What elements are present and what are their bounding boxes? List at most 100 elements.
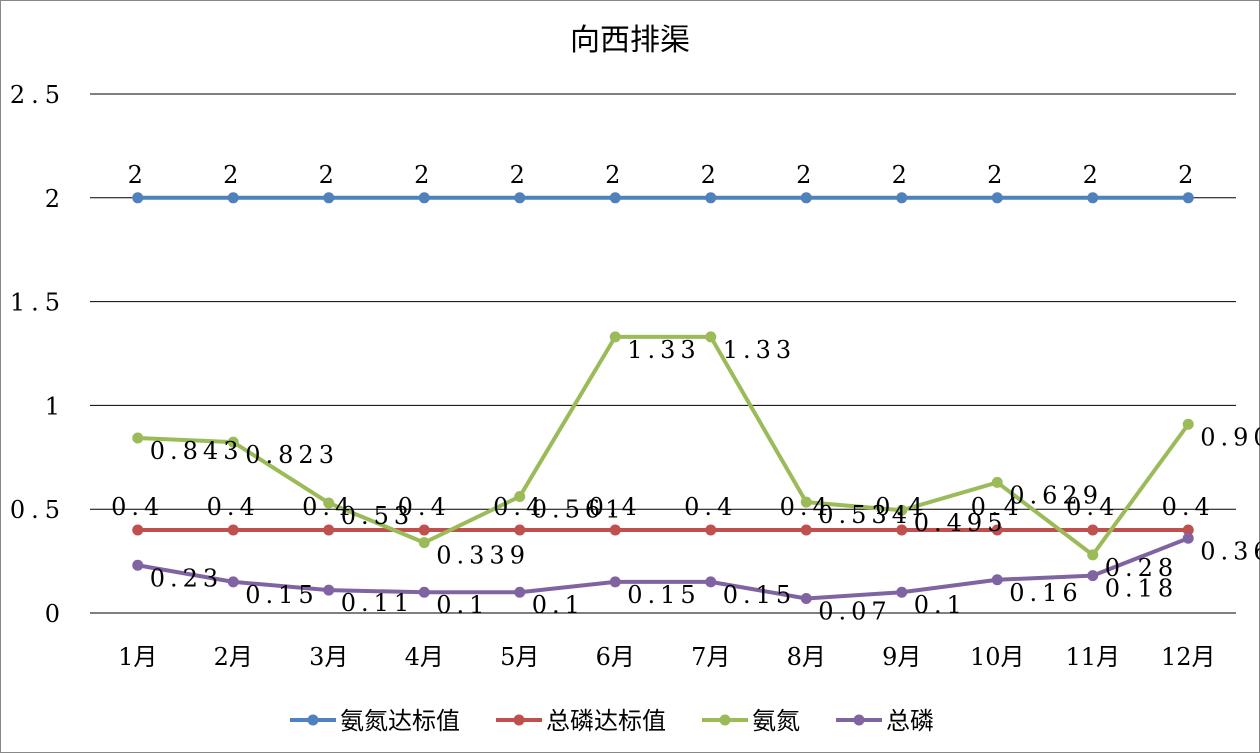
data-label: 0.4 bbox=[398, 493, 451, 521]
data-label: 0.15 bbox=[245, 581, 318, 609]
data-point bbox=[991, 476, 1003, 488]
y-tick-label: 2.5 bbox=[10, 81, 66, 109]
data-label: 0.561 bbox=[532, 496, 626, 524]
data-label: 0.1 bbox=[436, 591, 489, 619]
data-label: 2 bbox=[605, 161, 625, 189]
data-point bbox=[896, 192, 908, 204]
y-tick-label: 0 bbox=[45, 600, 66, 628]
legend-entry[interactable]: 氨氮达标值 bbox=[290, 707, 460, 735]
data-label: 0.23 bbox=[150, 564, 223, 592]
legend-entry[interactable]: 氨氮 bbox=[702, 707, 800, 735]
data-point bbox=[323, 584, 335, 596]
data-point bbox=[896, 504, 908, 516]
x-axis-ticks: 1月 2月 3月 4月 5月 6月 7月 8月 9月 10月 11月 12月 bbox=[118, 643, 1215, 671]
data-label: 2 bbox=[510, 161, 530, 189]
data-label: 0.53 bbox=[341, 502, 414, 530]
data-point bbox=[132, 524, 144, 536]
data-point bbox=[800, 592, 812, 604]
legend-entry[interactable]: 总磷达标值 bbox=[496, 707, 666, 735]
data-label: 0.1 bbox=[532, 591, 585, 619]
legend-label: 氨氮 bbox=[752, 707, 800, 735]
data-point bbox=[1087, 570, 1099, 582]
legend-marker bbox=[719, 714, 731, 726]
data-point bbox=[1182, 418, 1194, 430]
legend-entry[interactable]: 总磷 bbox=[836, 707, 934, 735]
chart-title: 向西排渠 bbox=[570, 23, 690, 58]
data-labels: 2 2 2 2 2 2 2 2 2 2 2 20.4 0.4 0.4 0.4 0.4 0.4 0.4 0.4 0.4 0… bbox=[111, 161, 1260, 626]
data-label: 0.629 bbox=[1009, 481, 1103, 509]
data-point bbox=[800, 192, 812, 204]
data-label: 0.07 bbox=[818, 597, 891, 625]
data-point bbox=[418, 192, 430, 204]
data-point bbox=[1087, 549, 1099, 561]
x-tick-label: 9月 bbox=[882, 643, 921, 671]
data-label: 0.18 bbox=[1105, 575, 1178, 603]
x-tick-label: 6月 bbox=[596, 643, 635, 671]
legend-label: 氨氮达标值 bbox=[340, 707, 460, 735]
y-tick-label: 1 bbox=[45, 392, 66, 420]
data-label: 0.4 bbox=[111, 493, 164, 521]
data-label: 2 bbox=[128, 161, 148, 189]
data-point bbox=[514, 586, 526, 598]
data-point bbox=[132, 432, 144, 444]
x-tick-label: 3月 bbox=[309, 643, 348, 671]
x-tick-label: 11月 bbox=[1065, 643, 1120, 671]
data-point bbox=[514, 524, 526, 536]
data-label: 0.15 bbox=[627, 581, 700, 609]
y-tick-label: 1.5 bbox=[10, 289, 66, 317]
data-label: 0.843 bbox=[150, 437, 244, 465]
data-point bbox=[705, 576, 717, 588]
legend-label: 总磷 bbox=[886, 707, 934, 735]
data-point bbox=[609, 192, 621, 204]
data-label: 0.4 bbox=[875, 493, 928, 521]
data-label: 0.4 bbox=[1066, 493, 1119, 521]
data-point bbox=[227, 436, 239, 448]
data-label: 2 bbox=[1178, 161, 1198, 189]
data-label: 2 bbox=[987, 161, 1007, 189]
legend-marker bbox=[513, 714, 525, 726]
data-label: 2 bbox=[701, 161, 721, 189]
data-point bbox=[514, 491, 526, 503]
data-label: 2 bbox=[796, 161, 816, 189]
data-label: 2 bbox=[892, 161, 912, 189]
data-point bbox=[705, 331, 717, 343]
data-point bbox=[132, 559, 144, 571]
legend-marker bbox=[853, 714, 865, 726]
data-label: 0.495 bbox=[914, 509, 1008, 537]
data-point bbox=[705, 524, 717, 536]
data-label: 0.534 bbox=[818, 501, 912, 529]
data-point bbox=[227, 192, 239, 204]
x-tick-label: 8月 bbox=[787, 643, 826, 671]
data-point bbox=[514, 192, 526, 204]
y-tick-label: 2 bbox=[45, 185, 66, 213]
data-point bbox=[227, 524, 239, 536]
data-point bbox=[227, 576, 239, 588]
data-point bbox=[705, 192, 717, 204]
data-label: 0.4 bbox=[493, 493, 546, 521]
data-label: 0.339 bbox=[436, 542, 530, 570]
data-point bbox=[991, 524, 1003, 536]
series-line bbox=[137, 536, 1189, 601]
data-point bbox=[800, 524, 812, 536]
data-point bbox=[323, 192, 335, 204]
x-tick-label: 4月 bbox=[405, 643, 444, 671]
data-label: 0.4 bbox=[780, 493, 833, 521]
data-label: 2 bbox=[223, 161, 243, 189]
data-point bbox=[800, 496, 812, 508]
data-point bbox=[418, 586, 430, 598]
data-label: 2 bbox=[319, 161, 339, 189]
data-label: 0.28 bbox=[1105, 554, 1178, 582]
legend[interactable]: 氨氮达标值 总磷达标值 氨氮 总磷 bbox=[290, 707, 934, 735]
data-point bbox=[323, 524, 335, 536]
data-label: 0.36 bbox=[1200, 537, 1260, 565]
data-label: 2 bbox=[414, 161, 434, 189]
data-label: 0.4 bbox=[302, 493, 355, 521]
x-tick-label: 5月 bbox=[500, 643, 539, 671]
data-label: 0.16 bbox=[1009, 579, 1082, 607]
data-label: 0.823 bbox=[245, 441, 339, 469]
series-lines bbox=[132, 192, 1194, 604]
data-label: 0.4 bbox=[1162, 493, 1215, 521]
data-point bbox=[132, 192, 144, 204]
data-point bbox=[991, 574, 1003, 586]
series-line bbox=[137, 334, 1190, 557]
